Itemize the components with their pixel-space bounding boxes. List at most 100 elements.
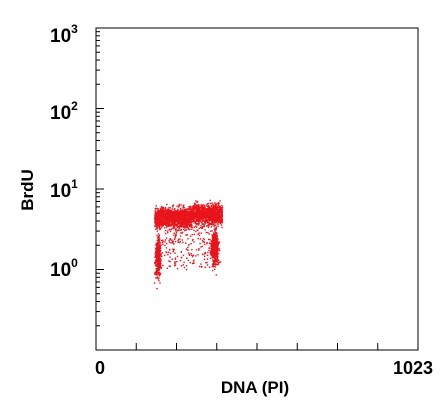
data-point: [155, 224, 157, 226]
data-point: [158, 261, 160, 263]
data-point: [182, 224, 184, 227]
data-point: [177, 217, 180, 219]
data-point: [214, 236, 216, 239]
data-point: [172, 240, 174, 242]
data-point: [181, 223, 183, 226]
data-point: [181, 211, 184, 214]
data-point: [171, 212, 174, 214]
data-point: [195, 249, 198, 251]
data-point: [204, 204, 206, 207]
data-point: [198, 207, 201, 209]
data-point: [195, 216, 197, 218]
data-point: [218, 205, 220, 207]
data-point: [204, 213, 207, 215]
data-point: [218, 202, 220, 204]
data-point: [154, 222, 157, 224]
data-point: [215, 247, 217, 250]
data-point: [162, 207, 164, 209]
data-point: [204, 205, 206, 208]
data-point: [154, 260, 157, 263]
data-point: [177, 225, 180, 228]
data-point: [215, 213, 217, 216]
data-point: [212, 256, 214, 259]
data-point: [155, 205, 157, 207]
data-point: [163, 227, 166, 229]
data-point: [202, 208, 204, 210]
data-point: [209, 250, 212, 253]
data-point: [201, 213, 203, 216]
data-point: [173, 224, 176, 226]
data-point: [174, 262, 176, 264]
data-point: [172, 215, 174, 217]
data-point: [157, 210, 159, 212]
data-point: [185, 248, 188, 250]
data-point: [210, 245, 213, 247]
data-point: [174, 226, 176, 228]
data-point: [182, 226, 185, 228]
data-point: [174, 218, 177, 221]
data-point: [158, 267, 160, 269]
data-point: [205, 231, 208, 234]
data-point: [216, 263, 218, 266]
data-point: [214, 224, 216, 226]
data-point: [214, 216, 217, 218]
data-point: [157, 271, 159, 274]
data-point: [213, 249, 215, 251]
data-point: [166, 242, 168, 245]
data-point: [206, 264, 209, 266]
data-point: [205, 215, 208, 217]
data-point: [178, 216, 181, 218]
data-point: [193, 209, 195, 211]
data-point: [201, 218, 204, 220]
data-point: [201, 239, 204, 242]
data-point: [178, 229, 180, 231]
data-point: [169, 216, 171, 218]
data-point: [159, 265, 162, 268]
data-point: [201, 245, 203, 248]
data-point: [192, 262, 195, 264]
data-point: [198, 227, 200, 229]
data-point: [216, 252, 219, 254]
data-point: [195, 200, 197, 202]
data-point: [193, 215, 196, 218]
data-point: [192, 255, 194, 258]
data-point: [172, 212, 175, 214]
data-point: [157, 242, 159, 244]
data-point: [208, 210, 210, 212]
data-point: [212, 236, 214, 238]
data-point: [167, 224, 169, 227]
data-point: [175, 213, 178, 215]
data-point: [181, 225, 183, 227]
data-point: [182, 212, 184, 215]
data-point: [207, 202, 210, 205]
data-point: [214, 254, 217, 257]
data-point: [213, 247, 215, 249]
data-point: [160, 223, 162, 226]
data-point: [205, 221, 207, 223]
data-point: [193, 217, 195, 219]
data-point: [155, 255, 157, 258]
data-point: [172, 227, 175, 229]
data-point: [165, 247, 168, 249]
data-point: [208, 222, 210, 225]
data-point: [219, 218, 221, 221]
data-point: [183, 218, 185, 220]
data-point: [168, 265, 170, 267]
data-point: [186, 224, 188, 226]
data-point: [156, 253, 158, 255]
data-point: [154, 214, 156, 217]
data-point: [204, 243, 206, 246]
data-point: [213, 265, 215, 268]
data-point: [212, 217, 215, 219]
data-point: [187, 213, 190, 215]
data-point: [212, 237, 215, 239]
data-point: [156, 234, 158, 237]
data-point: [209, 202, 212, 205]
data-point: [211, 224, 213, 226]
data-point: [162, 209, 164, 212]
data-point: [159, 221, 162, 223]
data-point: [164, 210, 166, 212]
data-point: [199, 206, 202, 209]
data-point: [183, 266, 186, 269]
data-point: [162, 217, 164, 220]
